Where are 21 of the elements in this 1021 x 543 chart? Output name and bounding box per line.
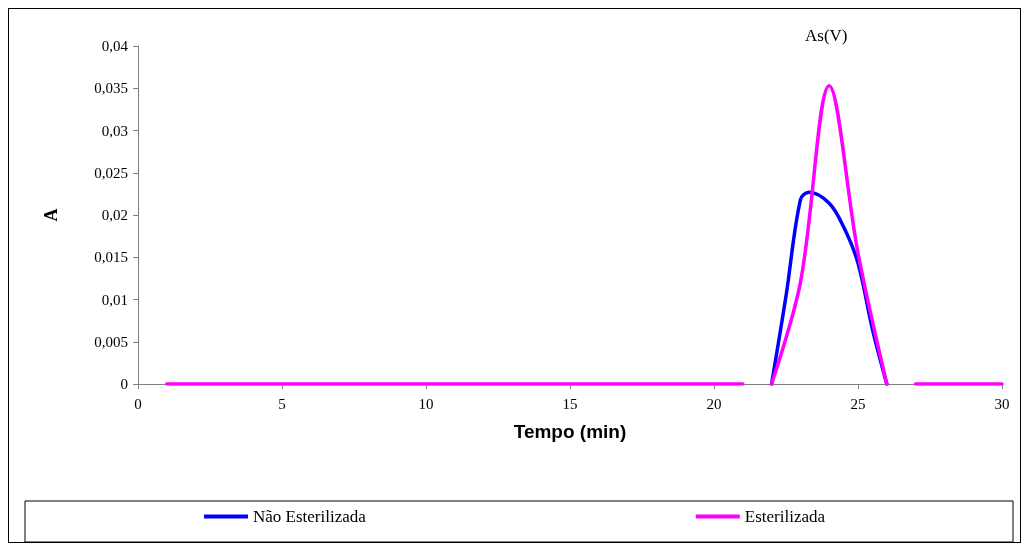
y-tick-label: 0,035 — [94, 80, 128, 97]
x-tick-label: 10 — [418, 395, 434, 412]
x-tick-label: 30 — [994, 395, 1010, 412]
y-tick-label: 0,025 — [94, 164, 128, 181]
legend-label: Não Esterilizada — [252, 507, 367, 526]
y-tick-label: 0,03 — [101, 122, 128, 139]
y-axis-title: A — [41, 208, 61, 222]
y-tick-label: 0,01 — [101, 291, 128, 308]
y-tick-label: 0,02 — [101, 207, 128, 223]
x-tick-label: 20 — [706, 395, 722, 412]
legend-label: Esterilizada — [744, 507, 826, 526]
y-tick-label: 0,04 — [101, 38, 129, 54]
x-tick-label: 25 — [850, 395, 866, 412]
y-tick-label: 0 — [120, 376, 128, 392]
y-tick-label: 0,005 — [94, 333, 128, 350]
x-axis-title: Tempo (min) — [513, 421, 627, 442]
x-tick-label: 0 — [134, 395, 142, 412]
x-tick-label: 15 — [562, 395, 578, 412]
text: As(V) — [805, 26, 848, 45]
y-tick-label: 0,015 — [94, 249, 128, 266]
x-tick-label: 5 — [278, 395, 286, 412]
